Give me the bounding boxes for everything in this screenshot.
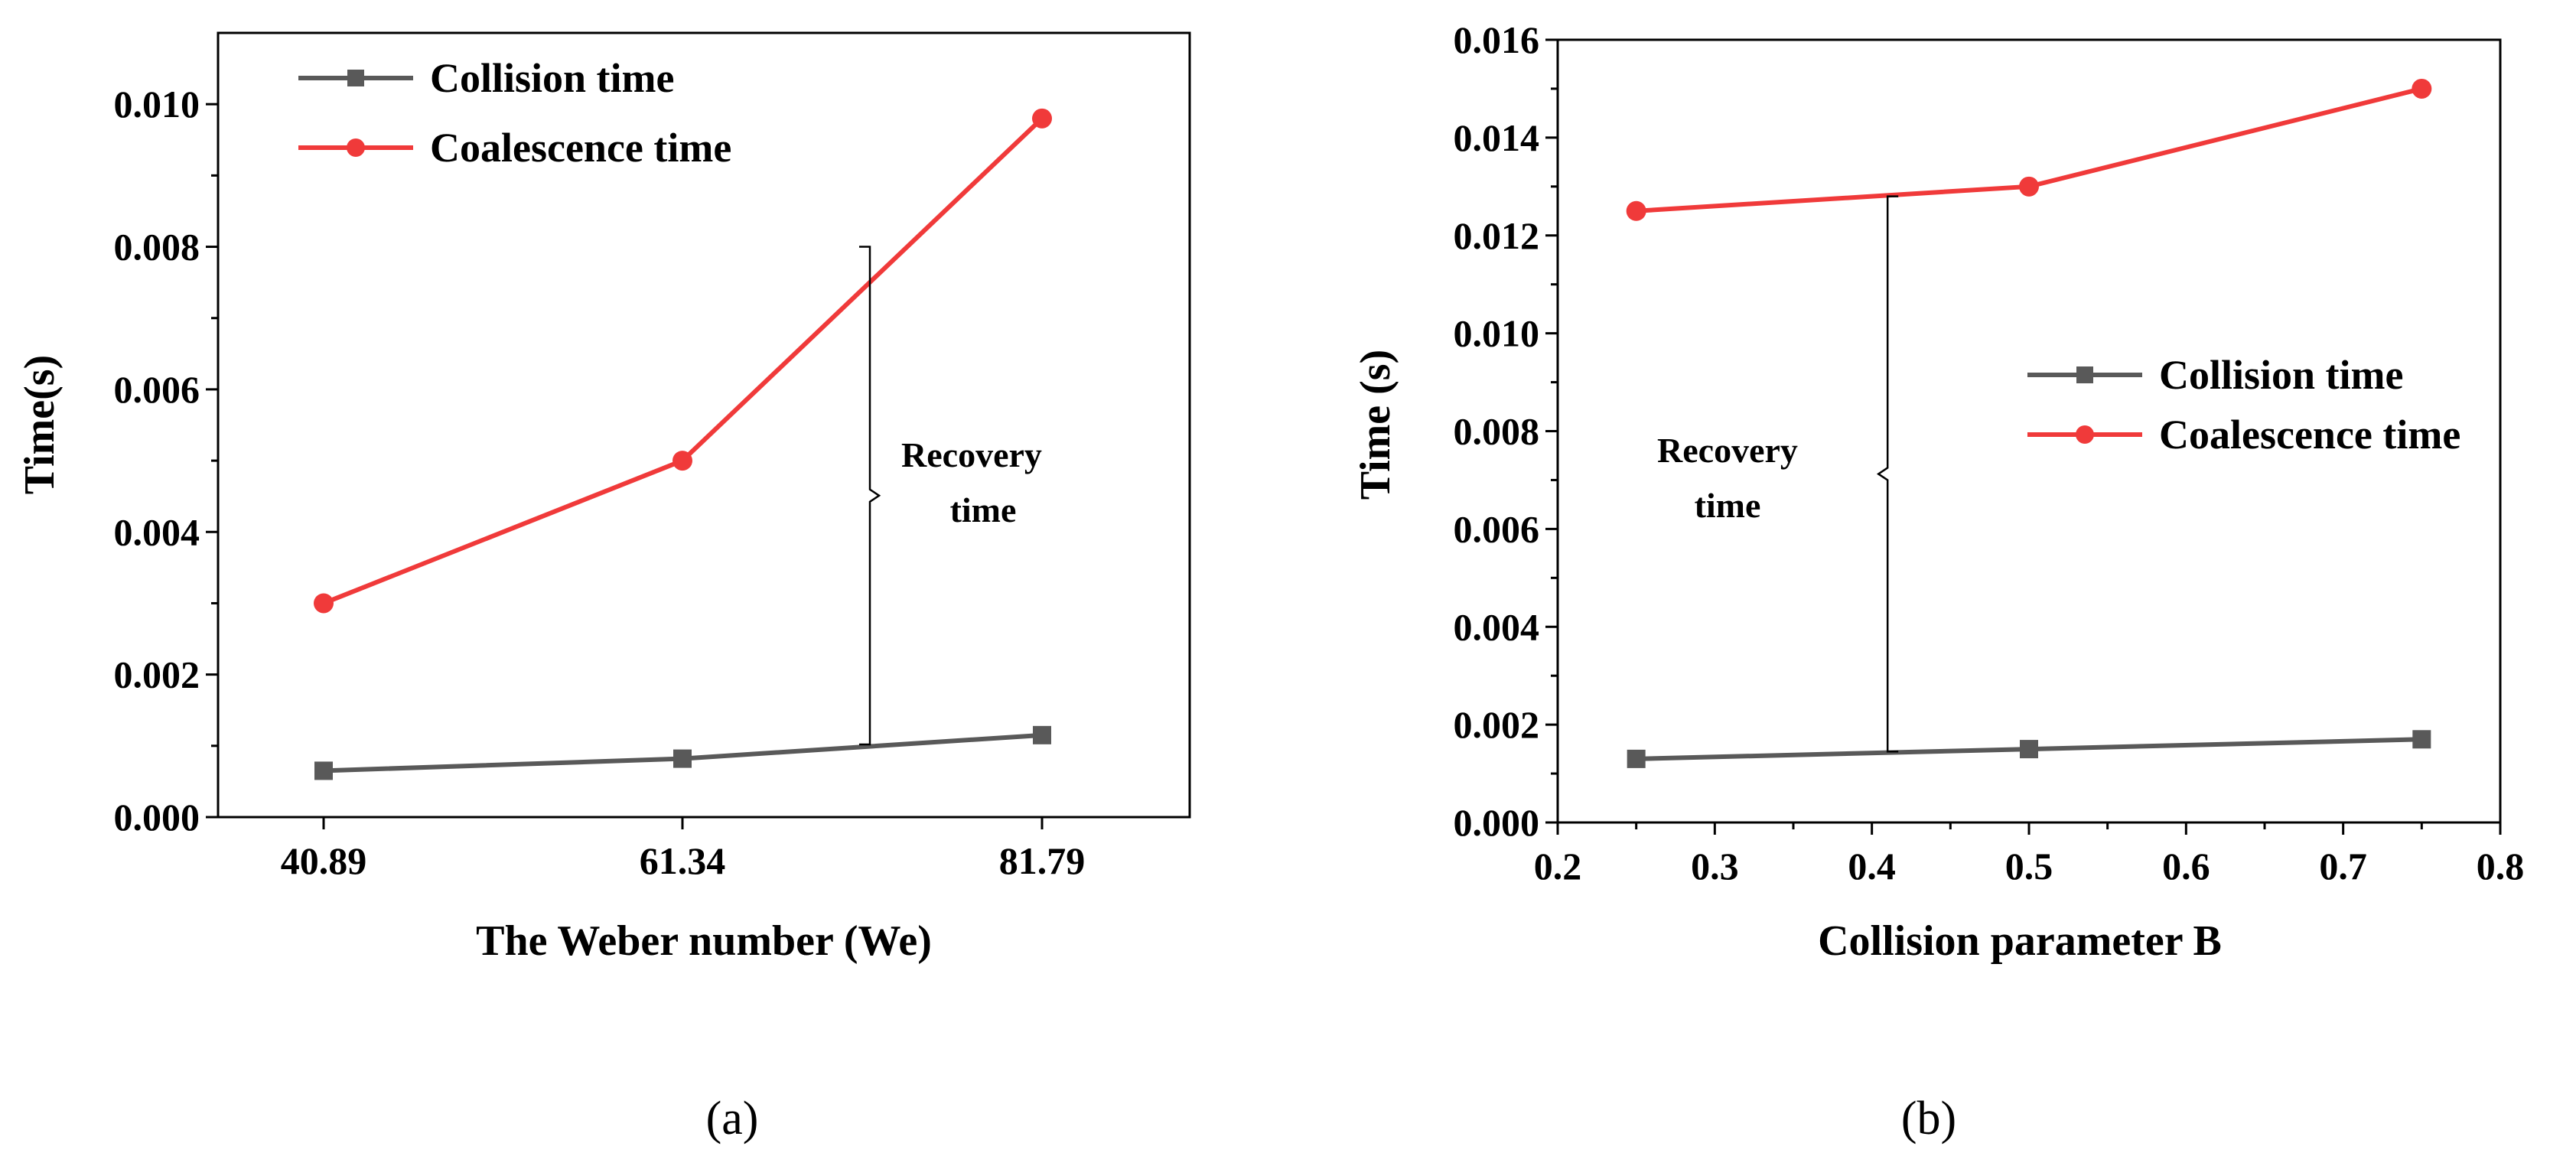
legend-coalescence-time-label: Coalescence time (430, 125, 731, 171)
collision-time-point (314, 761, 333, 780)
y-tick-label: 0.006 (1454, 507, 1540, 550)
coalescence-time-point (672, 451, 692, 471)
coalescence-time-line (322, 116, 1044, 606)
coalescence-time-point (314, 593, 334, 614)
x-tick-label: 61.34 (640, 839, 726, 882)
x-tick-label: 0.7 (2319, 845, 2367, 888)
x-tick-label: 0.2 (1534, 845, 1582, 888)
collision-time-point (1033, 725, 1051, 744)
y-tick-label: 0.010 (1454, 312, 1540, 355)
coalescence-time-point (2019, 176, 2039, 197)
y-tick-label: 0.000 (1454, 801, 1540, 844)
x-tick-label: 0.5 (2005, 845, 2053, 888)
recovery-time-annotation: time (1695, 486, 1761, 525)
collision-time-point (673, 749, 692, 768)
y-tick-label: 0.014 (1454, 116, 1540, 159)
legend-coalescence-time-label: Coalescence time (2159, 412, 2460, 458)
legend-coalescence-time-marker (2076, 425, 2094, 444)
legend-collision-time-label: Collision time (2159, 352, 2404, 398)
x-tick-label: 0.6 (2162, 845, 2210, 888)
x-tick-label: 0.8 (2477, 845, 2525, 888)
recovery-time-annotation: Recovery (901, 435, 1042, 474)
y-tick-label: 0.002 (114, 653, 200, 696)
x-tick-label: 0.4 (1848, 845, 1896, 888)
y-tick-label: 0.008 (114, 226, 200, 269)
y-tick-label: 0.016 (1454, 18, 1540, 61)
x-tick-label: 0.3 (1691, 845, 1739, 888)
legend-collision-time-marker (2076, 366, 2093, 383)
coalescence-time-point (1032, 108, 1052, 129)
legend-collision-time-label: Collision time (430, 55, 675, 101)
collision-time-point (1627, 749, 1646, 768)
y-tick-label: 0.004 (1454, 605, 1540, 648)
y-tick-label: 0.004 (114, 510, 200, 553)
panel-b-y-axis-title: Time (s) (1352, 350, 1399, 500)
recovery-time-annotation: time (950, 490, 1017, 529)
collision-time-point (2020, 740, 2038, 759)
y-tick-label: 0.002 (1454, 703, 1540, 746)
panel-b-x-axis-title: Collision parameter B (1818, 917, 2222, 965)
y-tick-label: 0.000 (114, 796, 200, 839)
x-tick-label: 40.89 (281, 839, 367, 882)
panel-a-x-axis-title: The Weber number (We) (476, 917, 932, 965)
panel-a-label: (a) (706, 1093, 759, 1145)
recovery-time-bracket (1876, 195, 1899, 753)
panel-b-label: (b) (1901, 1093, 1956, 1145)
legend-coalescence-time-marker (347, 138, 365, 157)
panel-a-chart: 0.000 0.002 0.004 0.006 0.008 0.010 40.89 61.34… (16, 31, 1191, 1145)
y-tick-label: 0.012 (1454, 214, 1540, 257)
coalescence-time-point (1626, 200, 1646, 221)
y-tick-label: 0.008 (1454, 410, 1540, 453)
recovery-time-bracket (859, 246, 881, 746)
y-tick-label: 0.010 (114, 83, 200, 125)
recovery-time-annotation: Recovery (1657, 431, 1798, 470)
x-tick-label: 81.79 (999, 839, 1086, 882)
collision-time-point (2412, 730, 2431, 749)
panel-a-y-axis-title: Time(s) (16, 355, 64, 495)
legend-collision-time-marker (347, 70, 364, 86)
coalescence-time-point (2412, 78, 2432, 99)
y-tick-label: 0.006 (114, 368, 200, 411)
panel-b-chart: 0.000 0.002 0.004 0.006 0.008 0.010 0.012 0.014… (1352, 18, 2524, 1145)
panel-a-plot-frame (217, 31, 1191, 819)
